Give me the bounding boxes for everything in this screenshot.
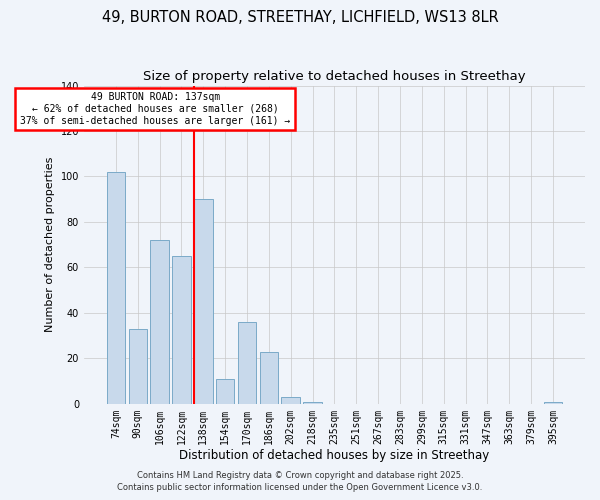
Bar [172, 256, 191, 404]
Bar [128, 329, 147, 404]
Bar [281, 397, 300, 404]
X-axis label: Distribution of detached houses by size in Streethay: Distribution of detached houses by size … [179, 450, 490, 462]
Bar [544, 402, 562, 404]
Text: Contains HM Land Registry data © Crown copyright and database right 2025.
Contai: Contains HM Land Registry data © Crown c… [118, 471, 482, 492]
Bar [194, 199, 212, 404]
Y-axis label: Number of detached properties: Number of detached properties [45, 157, 55, 332]
Bar [238, 322, 256, 404]
Bar [216, 379, 235, 404]
Bar [304, 402, 322, 404]
Text: 49, BURTON ROAD, STREETHAY, LICHFIELD, WS13 8LR: 49, BURTON ROAD, STREETHAY, LICHFIELD, W… [101, 10, 499, 25]
Text: 49 BURTON ROAD: 137sqm
← 62% of detached houses are smaller (268)
37% of semi-de: 49 BURTON ROAD: 137sqm ← 62% of detached… [20, 92, 290, 126]
Bar [151, 240, 169, 404]
Bar [107, 172, 125, 404]
Bar [260, 352, 278, 404]
Title: Size of property relative to detached houses in Streethay: Size of property relative to detached ho… [143, 70, 526, 83]
